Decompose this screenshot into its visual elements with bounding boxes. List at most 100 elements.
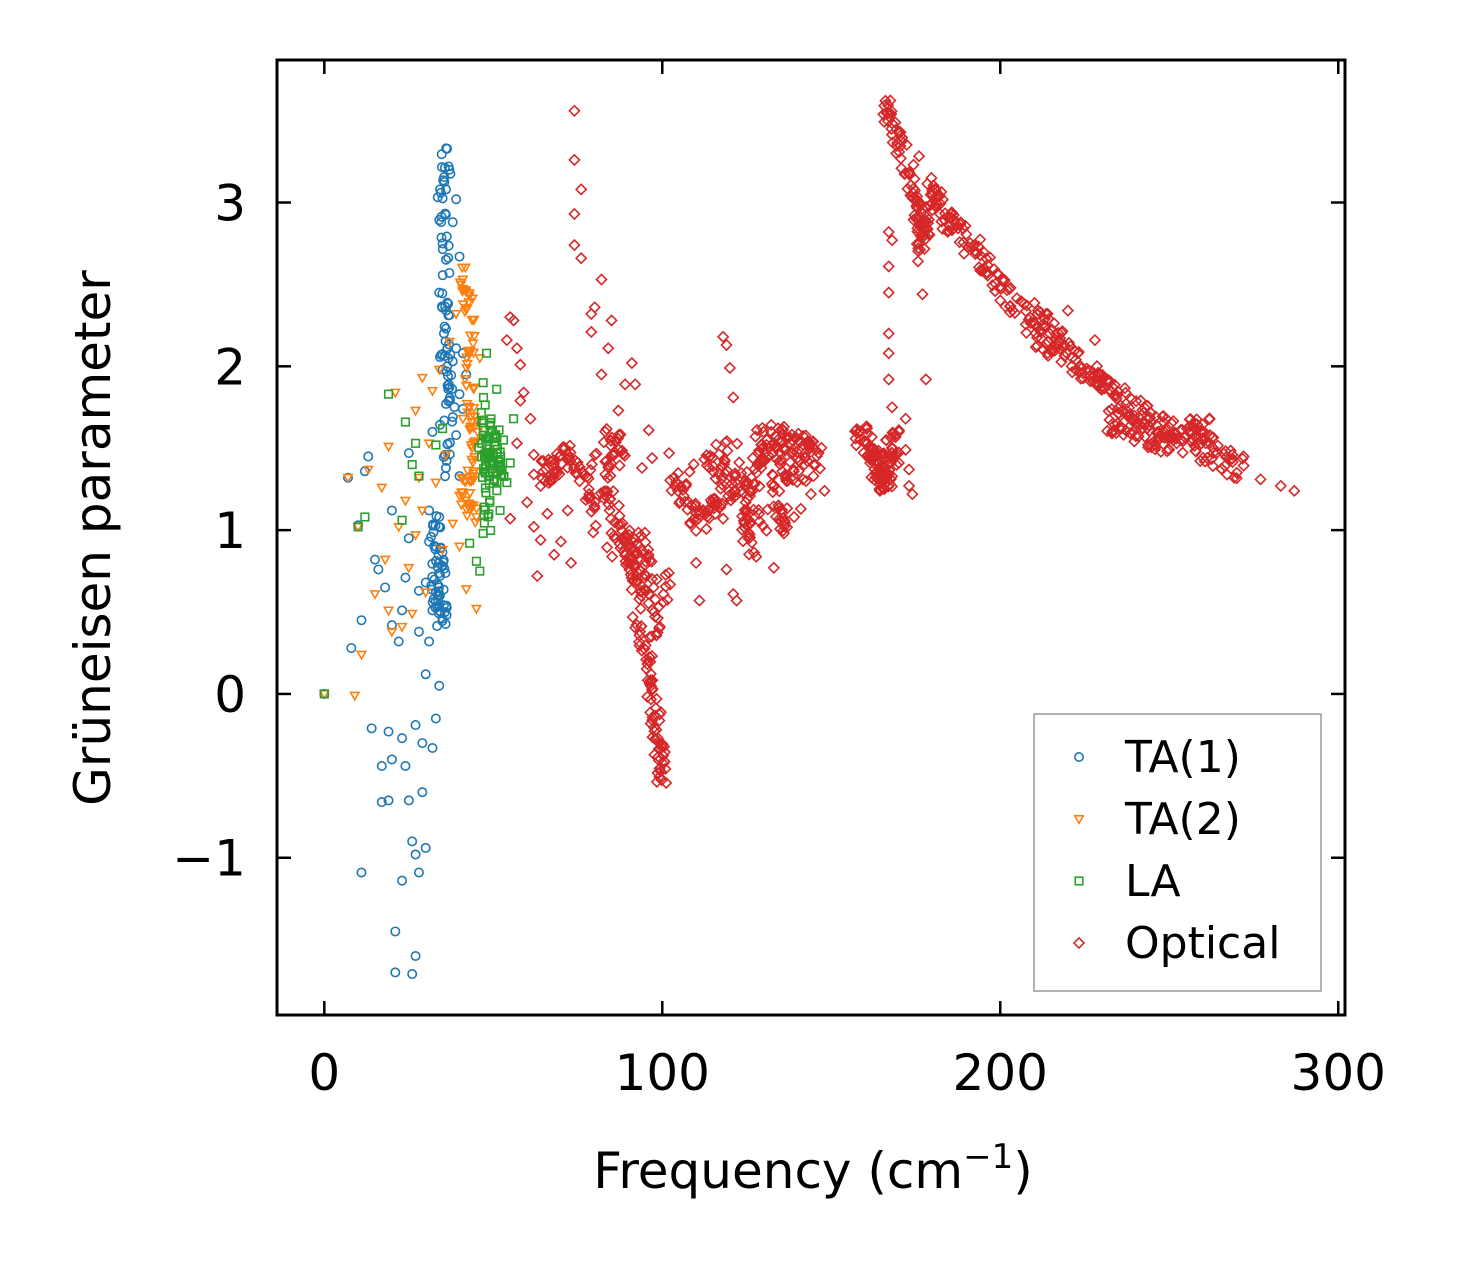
- data-point-optical: [1219, 444, 1232, 458]
- data-point-ta-2-: [369, 590, 381, 600]
- data-point-optical: [652, 750, 665, 763]
- data-point-optical: [557, 440, 570, 454]
- data-point-optical: [907, 158, 920, 171]
- data-point-optical: [1118, 381, 1132, 395]
- data-point-optical: [1143, 424, 1156, 437]
- data-point-optical: [680, 477, 693, 491]
- data-point-optical: [734, 485, 747, 498]
- data-point-optical: [1103, 413, 1116, 427]
- data-point-optical: [652, 600, 665, 614]
- data-point-optical: [738, 503, 751, 517]
- data-point-optical: [794, 502, 808, 516]
- data-point-la: [486, 449, 496, 459]
- data-point-optical: [707, 460, 720, 473]
- data-point-optical: [775, 503, 789, 517]
- data-point-optical: [727, 391, 740, 404]
- data-point-optical: [743, 528, 756, 541]
- data-point-ta-1-: [420, 577, 431, 588]
- data-point-ta-2-: [468, 331, 480, 342]
- data-point-la: [481, 462, 491, 472]
- data-point-optical: [807, 469, 820, 483]
- data-point-optical: [721, 444, 734, 457]
- data-point-ta-1-: [383, 726, 394, 737]
- data-point-la: [484, 434, 494, 444]
- data-point-ta-1-: [437, 238, 448, 249]
- data-point-optical: [818, 484, 831, 497]
- data-point-optical: [882, 347, 895, 360]
- legend-marker-ta-1-: [1074, 751, 1085, 762]
- data-point-optical: [750, 550, 763, 563]
- data-point-optical: [716, 330, 730, 344]
- data-point-optical: [612, 499, 626, 512]
- data-point-optical: [777, 420, 791, 433]
- data-point-ta-2-: [416, 506, 428, 517]
- data-point-optical: [815, 441, 828, 455]
- data-point-ta-1-: [451, 343, 462, 354]
- data-point-optical: [1022, 313, 1035, 326]
- data-point-ta-2-: [459, 374, 471, 385]
- data-point-ta-1-: [437, 613, 448, 624]
- data-point-optical: [1152, 425, 1165, 438]
- data-point-la: [505, 458, 515, 468]
- data-point-optical: [753, 480, 766, 493]
- data-point-optical: [1092, 368, 1105, 381]
- data-point-optical: [1176, 446, 1189, 459]
- data-point-optical: [517, 386, 530, 399]
- data-point-optical: [623, 524, 636, 537]
- data-point-optical: [1101, 424, 1114, 438]
- data-point-optical: [1008, 306, 1022, 320]
- data-point-ta-1-: [440, 462, 451, 473]
- data-point-optical: [723, 361, 737, 375]
- data-point-ta-1-: [440, 208, 451, 219]
- data-point-ta-1-: [383, 795, 394, 806]
- data-point-ta-1-: [370, 554, 381, 565]
- data-point-la: [479, 464, 489, 474]
- data-point-ta-1-: [437, 364, 448, 375]
- data-point-ta-2-: [464, 477, 476, 487]
- data-point-optical: [730, 437, 744, 450]
- data-point-ta-2-: [464, 425, 476, 436]
- data-point-optical: [913, 243, 927, 256]
- data-point-optical: [887, 427, 900, 440]
- data-point-optical: [568, 207, 581, 221]
- data-point-optical: [1230, 466, 1244, 479]
- data-point-optical: [812, 446, 825, 460]
- data-point-optical: [662, 446, 676, 460]
- data-point-optical: [1220, 451, 1233, 464]
- data-point-optical: [607, 529, 621, 542]
- data-point-optical: [744, 516, 757, 529]
- data-point-ta-2-: [468, 385, 480, 395]
- data-point-optical: [636, 544, 649, 558]
- data-point-optical: [600, 422, 613, 436]
- data-point-optical: [809, 458, 822, 471]
- data-point-optical: [689, 524, 703, 538]
- data-point-ta-1-: [454, 389, 465, 400]
- legend-marker-optical: [1072, 936, 1086, 950]
- data-point-optical: [767, 479, 781, 492]
- data-point-optical: [1188, 439, 1201, 453]
- data-point-optical: [738, 475, 751, 489]
- data-point-optical: [806, 435, 820, 448]
- data-point-optical: [585, 307, 598, 321]
- data-point-optical: [879, 472, 893, 486]
- data-point-optical: [994, 294, 1007, 307]
- data-point-optical: [882, 225, 895, 239]
- data-point-optical: [614, 541, 627, 555]
- data-point-ta-1-: [430, 587, 441, 598]
- data-point-ta-2-: [463, 291, 476, 302]
- data-point-optical: [1230, 472, 1243, 485]
- data-point-optical: [582, 482, 595, 496]
- data-point-ta-2-: [461, 304, 473, 314]
- data-point-optical: [527, 520, 541, 534]
- data-point-optical: [753, 515, 766, 528]
- data-point-la: [476, 408, 486, 418]
- data-point-optical: [1111, 417, 1124, 430]
- data-point-ta-1-: [390, 967, 401, 978]
- data-point-la: [489, 475, 499, 485]
- data-point-optical: [715, 472, 729, 485]
- data-point-optical: [647, 581, 660, 594]
- data-point-ta-2-: [447, 519, 459, 530]
- data-point-optical: [745, 536, 758, 549]
- data-point-ta-1-: [380, 582, 391, 593]
- data-point-optical: [871, 465, 884, 479]
